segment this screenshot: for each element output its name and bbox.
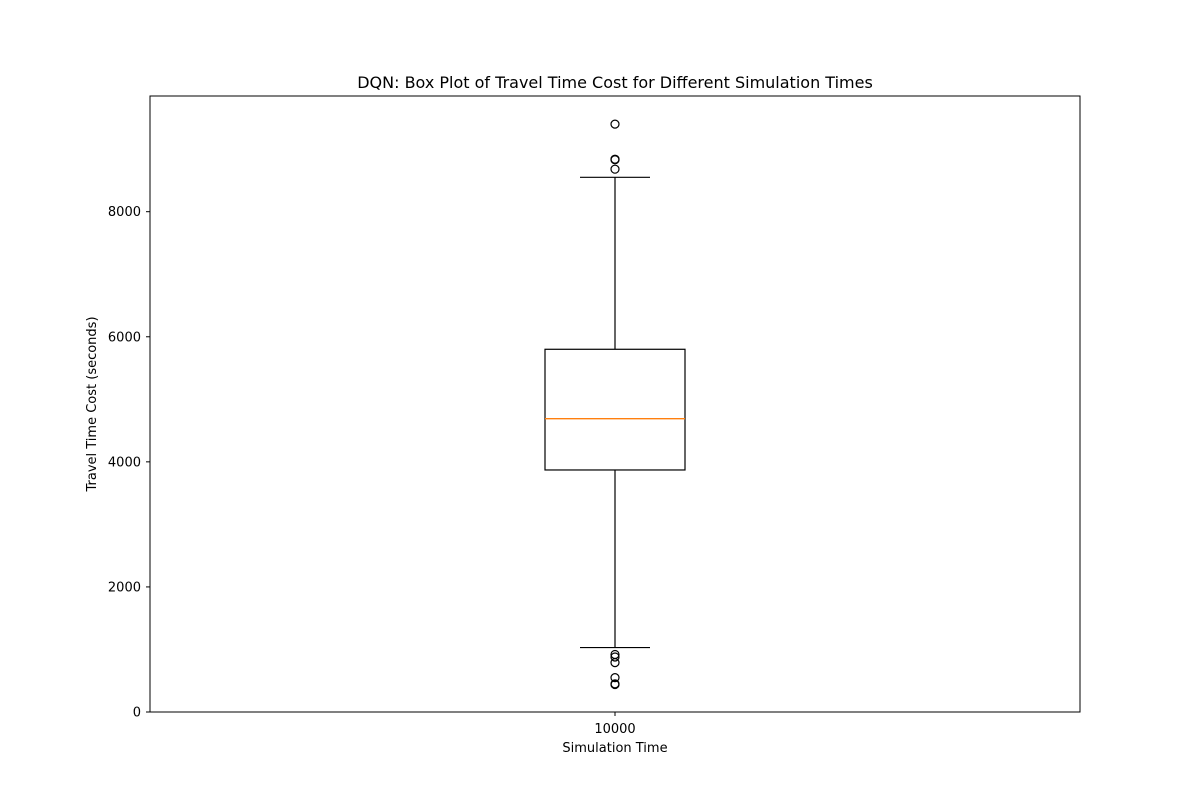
- iqr-box: [544, 348, 686, 471]
- outlier-point: [610, 657, 620, 668]
- box-series: [544, 119, 686, 690]
- outlier-point: [610, 679, 620, 690]
- outlier-point: [610, 119, 620, 129]
- chart-title: DQN: Box Plot of Travel Time Cost for Di…: [357, 73, 873, 92]
- y-axis-ticks: 0 2000 4000 6000 8000: [108, 205, 150, 721]
- x-axis-ticks: 10000: [594, 712, 636, 737]
- x-axis-label: Simulation Time: [562, 741, 667, 756]
- x-tick-label: 10000: [594, 722, 635, 737]
- y-tick-label: 4000: [108, 455, 141, 470]
- outlier-point: [610, 673, 620, 683]
- y-tick-label: 8000: [108, 205, 141, 220]
- outlier-point: [610, 155, 620, 165]
- y-tick-label: 0: [133, 706, 141, 721]
- outlier-point: [610, 652, 620, 662]
- outlier-point: [610, 164, 620, 174]
- y-tick-label: 6000: [108, 330, 141, 345]
- y-axis-label: Travel Time Cost (seconds): [85, 316, 100, 492]
- box-group: [544, 119, 686, 690]
- y-tick-label: 2000: [108, 580, 141, 595]
